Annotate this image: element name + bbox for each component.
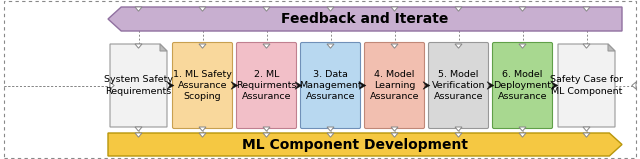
Polygon shape [135,44,142,48]
Polygon shape [423,82,430,89]
Polygon shape [327,133,334,137]
FancyBboxPatch shape [365,42,424,128]
Polygon shape [199,44,206,48]
Polygon shape [558,44,615,127]
Text: 6. Model
Deployment
Assurance: 6. Model Deployment Assurance [493,70,552,101]
FancyBboxPatch shape [173,42,232,128]
Polygon shape [359,82,366,89]
Polygon shape [487,82,494,89]
Text: 1. ML Safety
Assurance
Scoping: 1. ML Safety Assurance Scoping [173,70,232,101]
Polygon shape [199,127,206,131]
Polygon shape [551,82,558,89]
Polygon shape [391,7,398,11]
Polygon shape [583,44,590,48]
Polygon shape [160,44,167,51]
FancyBboxPatch shape [301,42,360,128]
FancyBboxPatch shape [237,42,296,128]
Polygon shape [455,133,462,137]
Polygon shape [135,127,142,131]
Polygon shape [108,7,622,31]
Polygon shape [632,82,636,89]
Polygon shape [583,7,590,11]
Text: Safety Case for
ML Component: Safety Case for ML Component [550,76,623,96]
Polygon shape [108,133,622,156]
Polygon shape [231,82,238,89]
Text: Feedback and Iterate: Feedback and Iterate [282,12,449,26]
Polygon shape [199,7,206,11]
Polygon shape [519,44,526,48]
Polygon shape [455,44,462,48]
Polygon shape [519,133,526,137]
Text: 5. Model
Verification
Assurance: 5. Model Verification Assurance [432,70,485,101]
Polygon shape [327,127,334,131]
Polygon shape [135,133,142,137]
Polygon shape [135,7,142,11]
Polygon shape [608,44,615,51]
Text: 4. Model
Learning
Assurance: 4. Model Learning Assurance [370,70,419,101]
Polygon shape [263,127,270,131]
Polygon shape [327,7,334,11]
Text: 3. Data
Management
Assurance: 3. Data Management Assurance [299,70,362,101]
Polygon shape [199,133,206,137]
Polygon shape [110,44,167,127]
Polygon shape [167,82,174,89]
Text: 2. ML
Requirments
Assurance: 2. ML Requirments Assurance [236,70,297,101]
Text: System Safety
Requirements: System Safety Requirements [104,76,173,96]
Polygon shape [391,127,398,131]
Polygon shape [455,7,462,11]
Polygon shape [583,133,590,137]
FancyBboxPatch shape [429,42,488,128]
Polygon shape [110,82,114,89]
Polygon shape [519,127,526,131]
Polygon shape [455,127,462,131]
Polygon shape [583,127,590,131]
Polygon shape [295,82,302,89]
Polygon shape [327,44,334,48]
Polygon shape [263,7,270,11]
Polygon shape [263,44,270,48]
Text: ML Component Development: ML Component Development [242,138,468,152]
Polygon shape [519,7,526,11]
Polygon shape [263,133,270,137]
Polygon shape [391,44,398,48]
FancyBboxPatch shape [493,42,552,128]
Polygon shape [391,133,398,137]
